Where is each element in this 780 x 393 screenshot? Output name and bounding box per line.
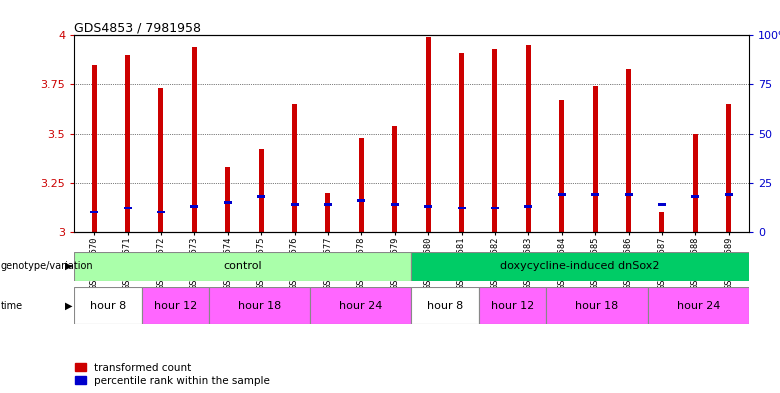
Bar bbox=[310, 287, 412, 324]
Bar bbox=[190, 205, 198, 208]
Bar bbox=[526, 45, 531, 232]
Text: ▶: ▶ bbox=[65, 301, 73, 310]
Bar bbox=[324, 203, 332, 206]
Bar bbox=[91, 65, 97, 232]
Bar bbox=[591, 193, 599, 196]
Bar bbox=[412, 252, 749, 281]
Text: hour 8: hour 8 bbox=[90, 301, 126, 310]
Bar bbox=[74, 287, 142, 324]
Text: hour 24: hour 24 bbox=[339, 301, 382, 310]
Bar bbox=[658, 203, 666, 206]
Bar bbox=[142, 287, 209, 324]
Bar bbox=[479, 287, 546, 324]
Text: time: time bbox=[1, 301, 23, 310]
Bar bbox=[123, 207, 132, 209]
Bar bbox=[492, 49, 498, 232]
Bar bbox=[125, 55, 130, 232]
Bar bbox=[259, 149, 264, 232]
Bar bbox=[325, 193, 331, 232]
Bar bbox=[157, 211, 165, 213]
Bar bbox=[559, 100, 564, 232]
Bar bbox=[593, 86, 597, 232]
Bar bbox=[357, 199, 365, 202]
Bar bbox=[359, 138, 363, 232]
Bar bbox=[90, 211, 98, 213]
Text: control: control bbox=[223, 261, 262, 271]
Bar bbox=[257, 195, 265, 198]
Bar bbox=[725, 193, 732, 196]
Text: hour 24: hour 24 bbox=[676, 301, 720, 310]
Bar bbox=[546, 287, 647, 324]
Bar bbox=[691, 195, 700, 198]
Bar bbox=[192, 47, 197, 232]
Bar bbox=[74, 252, 412, 281]
Legend: transformed count, percentile rank within the sample: transformed count, percentile rank withi… bbox=[76, 363, 270, 386]
Text: doxycycline-induced dnSox2: doxycycline-induced dnSox2 bbox=[501, 261, 660, 271]
Text: GDS4853 / 7981958: GDS4853 / 7981958 bbox=[74, 21, 201, 34]
Bar bbox=[290, 203, 299, 206]
Bar bbox=[458, 207, 466, 209]
Bar bbox=[626, 69, 631, 232]
Text: genotype/variation: genotype/variation bbox=[1, 261, 94, 271]
Bar bbox=[558, 193, 565, 196]
Bar bbox=[625, 193, 633, 196]
Text: hour 18: hour 18 bbox=[238, 301, 282, 310]
Bar bbox=[524, 205, 533, 208]
Text: hour 12: hour 12 bbox=[491, 301, 534, 310]
Text: hour 18: hour 18 bbox=[576, 301, 619, 310]
Bar bbox=[693, 134, 698, 232]
Bar bbox=[209, 287, 310, 324]
Bar bbox=[424, 205, 432, 208]
Bar bbox=[158, 88, 164, 232]
Bar bbox=[659, 212, 665, 232]
Bar bbox=[391, 203, 399, 206]
Text: ▶: ▶ bbox=[65, 261, 73, 271]
Text: hour 12: hour 12 bbox=[154, 301, 197, 310]
Bar bbox=[412, 287, 479, 324]
Text: hour 8: hour 8 bbox=[427, 301, 463, 310]
Bar bbox=[491, 207, 499, 209]
Bar bbox=[647, 287, 749, 324]
Bar bbox=[426, 37, 431, 232]
Bar bbox=[459, 53, 464, 232]
Bar bbox=[225, 167, 230, 232]
Bar bbox=[292, 104, 297, 232]
Bar bbox=[392, 126, 397, 232]
Bar bbox=[224, 201, 232, 204]
Bar bbox=[726, 104, 732, 232]
